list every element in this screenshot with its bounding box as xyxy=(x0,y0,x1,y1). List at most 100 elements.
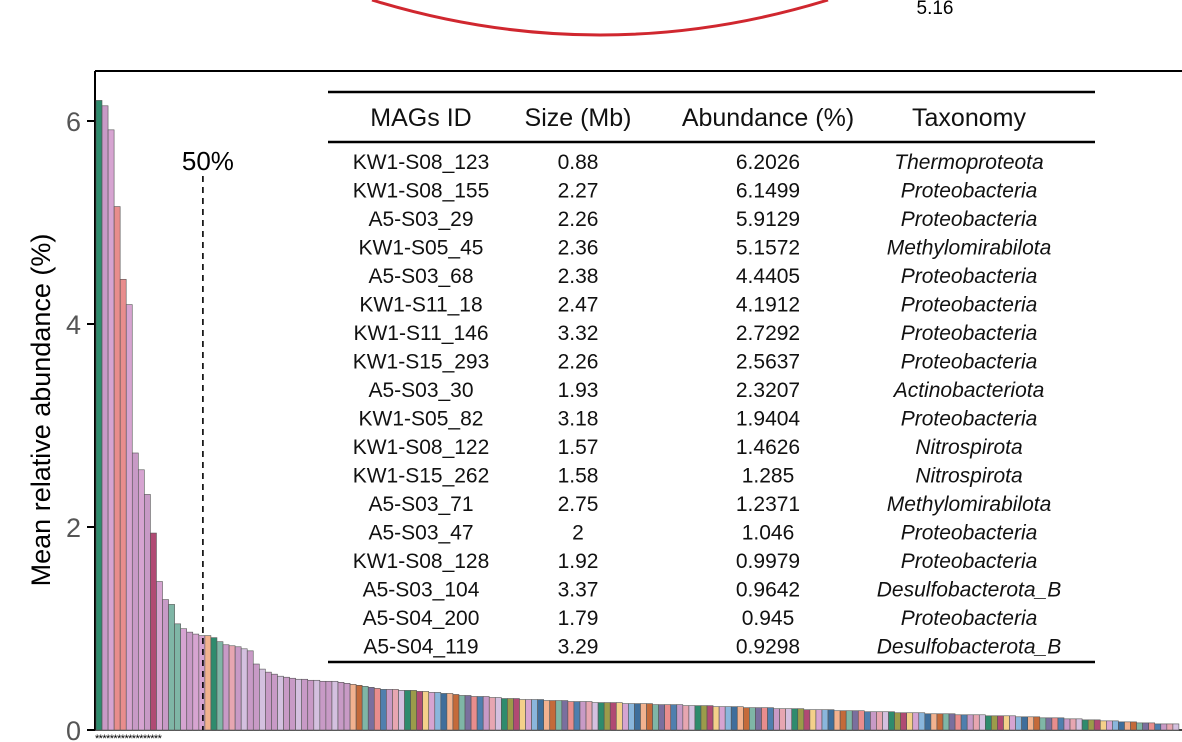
table-cell: Methylomirabilota xyxy=(887,493,1052,516)
bar xyxy=(1075,718,1083,731)
table-cell: Methylomirabilota xyxy=(887,237,1052,260)
table-cell: KW1-S11_146 xyxy=(353,322,488,345)
table-row: KW1-S08_123 0.88 6.2026 Thermoproteota xyxy=(353,151,1044,174)
bar xyxy=(501,698,508,731)
bar xyxy=(664,704,672,731)
table-cell: 1.79 xyxy=(558,607,599,630)
table-header-row: MAGs ID Size (Mb) Abundance (%) Taxonomy xyxy=(370,104,1026,132)
bar xyxy=(900,712,907,731)
table-row: A5-S03_30 1.93 2.3207 Actinobacteriota xyxy=(368,379,1044,402)
bar xyxy=(870,711,877,731)
table-cell: 0.88 xyxy=(558,151,599,174)
bar xyxy=(936,713,944,731)
table-cell: 2.5637 xyxy=(736,351,800,374)
bar xyxy=(743,707,750,731)
table-cell: 2 xyxy=(572,522,584,545)
bar xyxy=(1069,718,1077,731)
table-cell: Proteobacteria xyxy=(901,322,1038,345)
bar xyxy=(488,697,496,731)
bar xyxy=(119,278,127,731)
table-cell: 0.9979 xyxy=(736,550,800,573)
y-tick-label: 6 xyxy=(66,107,81,137)
table-cell: Nitrospirota xyxy=(915,436,1022,459)
bar xyxy=(519,699,526,731)
bar xyxy=(168,604,175,731)
bar xyxy=(585,701,593,731)
bar xyxy=(404,690,411,731)
bar xyxy=(634,703,641,731)
y-axis-ticks: 0 2 4 6 xyxy=(66,107,95,742)
table-cell: 6.1499 xyxy=(736,180,800,203)
bar xyxy=(373,688,381,731)
top-ring-arc xyxy=(371,0,829,37)
bar xyxy=(682,705,690,731)
bar xyxy=(1021,716,1028,731)
bar xyxy=(815,709,823,731)
table-cell: 5.1572 xyxy=(736,237,800,260)
bar xyxy=(319,680,327,731)
bar xyxy=(537,699,544,731)
y-tick-label: 0 xyxy=(66,716,81,742)
bar xyxy=(113,206,121,731)
table-row: KW1-S05_45 2.36 5.1572 Methylomirabilota xyxy=(359,237,1052,260)
bar xyxy=(676,704,684,731)
table-cell: Actinobacteriota xyxy=(892,379,1045,402)
bar xyxy=(985,715,992,731)
bar xyxy=(730,706,738,731)
bar xyxy=(428,692,436,731)
bar xyxy=(228,645,236,731)
table-cell: 3.18 xyxy=(558,408,599,431)
table-row: KW1-S05_82 3.18 1.9404 Proteobacteria xyxy=(359,408,1038,431)
bar xyxy=(918,712,926,731)
table-row: A5-S04_200 1.79 0.945 Proteobacteria xyxy=(363,607,1038,630)
bar xyxy=(513,698,520,731)
bar xyxy=(736,706,744,731)
table-row: KW1-S15_262 1.58 1.285 Nitrospirota xyxy=(353,465,1023,488)
table-cell: 2.38 xyxy=(558,265,599,288)
table-cell: 2.26 xyxy=(558,208,599,231)
table-row: A5-S03_68 2.38 4.4405 Proteobacteria xyxy=(368,265,1037,288)
bar xyxy=(1039,717,1047,731)
table-cell: KW1-S05_45 xyxy=(359,237,484,260)
bar xyxy=(948,713,956,731)
bar xyxy=(622,703,629,731)
table-cell: KW1-S15_262 xyxy=(353,465,490,488)
bar xyxy=(1172,723,1180,731)
bar xyxy=(301,678,309,731)
table-cell: KW1-S08_128 xyxy=(353,550,490,573)
table-cell: 1.92 xyxy=(558,550,599,573)
bar xyxy=(882,711,889,731)
bar xyxy=(785,708,793,731)
bar xyxy=(132,452,139,731)
table-row: KW1-S11_18 2.47 4.1912 Proteobacteria xyxy=(359,294,1037,317)
bar xyxy=(253,663,260,731)
bar xyxy=(597,702,605,731)
bar xyxy=(615,702,623,731)
table-cell: 2.36 xyxy=(558,237,599,260)
table-row: KW1-S08_155 2.27 6.1499 Proteobacteria xyxy=(353,180,1038,203)
bar xyxy=(156,581,163,731)
bar xyxy=(773,708,780,731)
bar xyxy=(386,689,393,731)
bar xyxy=(1100,720,1107,731)
bar xyxy=(138,469,145,731)
table-cell: A5-S03_71 xyxy=(368,493,473,516)
bar xyxy=(888,711,895,731)
table-cell: 2.26 xyxy=(558,351,599,374)
bar xyxy=(476,696,484,731)
bar xyxy=(349,684,357,731)
table-cell: Proteobacteria xyxy=(901,208,1038,231)
table-cell: 2.27 xyxy=(558,180,599,203)
y-tick-label: 2 xyxy=(66,513,81,543)
table-column-header: Abundance (%) xyxy=(682,104,854,132)
bar xyxy=(579,701,587,731)
bar xyxy=(609,702,617,731)
bar xyxy=(283,676,290,731)
bar xyxy=(265,671,272,731)
bar xyxy=(1057,717,1065,731)
bar xyxy=(543,700,551,731)
threshold-label: 50% xyxy=(182,146,234,176)
bar xyxy=(1027,716,1034,731)
table-cell: Proteobacteria xyxy=(901,351,1038,374)
bar xyxy=(1033,716,1041,731)
